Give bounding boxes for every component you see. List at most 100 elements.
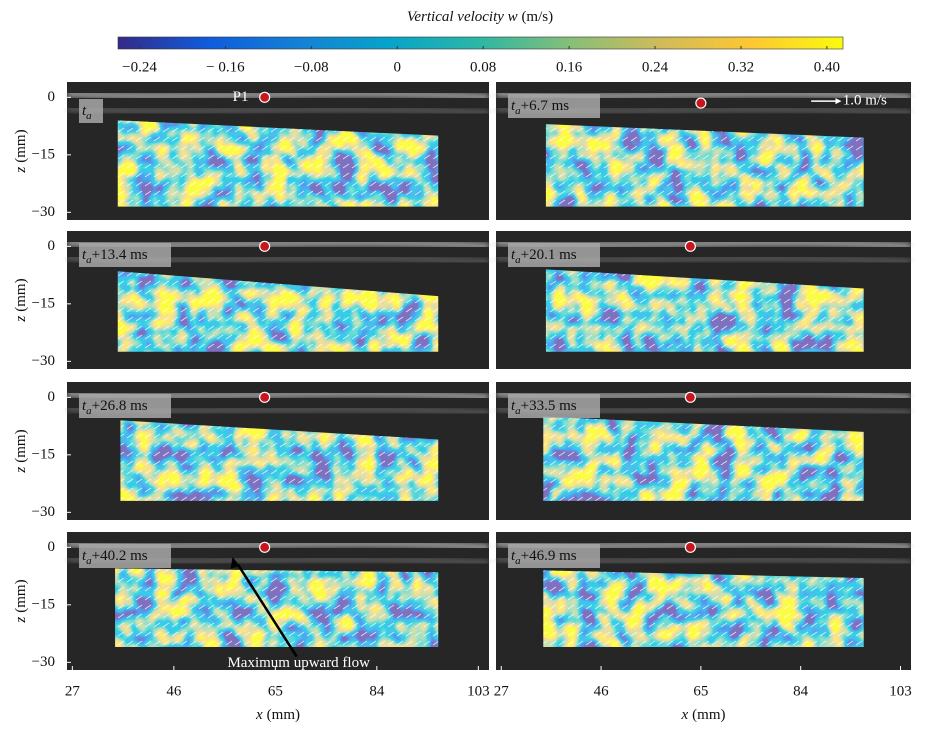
panel: ta+20.1 ms xyxy=(495,231,912,369)
time-offset: +46.9 ms xyxy=(521,548,577,564)
y-axis-label: z (mm) xyxy=(13,579,29,623)
time-offset: +13.4 ms xyxy=(92,247,148,263)
probe-point xyxy=(684,391,696,403)
time-label-box xyxy=(79,99,103,123)
y-tick-label: −15 xyxy=(32,295,55,311)
panel: ta+33.5 ms xyxy=(495,382,912,520)
time-label-box xyxy=(508,94,600,118)
time-label-box xyxy=(508,243,600,267)
velocity-vectors xyxy=(545,124,864,207)
time-label-box xyxy=(508,394,600,418)
panel: ta+13.4 ms 0 −15 −30 z (mm) xyxy=(13,231,490,369)
x-axis-unit: (mm) xyxy=(267,707,300,723)
y-axis-symbol: z xyxy=(13,167,29,174)
time-label: ta+20.1 ms xyxy=(511,247,577,265)
time-label: ta+33.5 ms xyxy=(511,398,577,416)
time-label: ta+6.7 ms xyxy=(511,98,569,116)
piv-field xyxy=(545,124,864,207)
x-tick-label: 103 xyxy=(889,683,912,699)
probe-point xyxy=(259,240,271,252)
y-tick-label: −30 xyxy=(32,353,55,369)
time-subscript: a xyxy=(86,405,92,417)
y-axis-label: z (mm) xyxy=(13,429,29,473)
panel: ta+46.9 ms 27 46 65 84 103 x (mm) xyxy=(494,532,912,723)
y-axis-unit: (mm) xyxy=(13,579,29,612)
panel: ta 0 −15 −30 z (mm) P1 xyxy=(13,82,490,220)
time-offset: +6.7 ms xyxy=(521,98,570,114)
y-tick-label: 0 xyxy=(48,539,56,555)
time-label-box xyxy=(79,243,171,267)
time-offset: +26.8 ms xyxy=(92,398,148,414)
velocity-vectors xyxy=(115,568,439,647)
colorbar-tick-label: 0.08 xyxy=(470,59,496,75)
x-tick-label: 84 xyxy=(793,683,809,699)
probe-point xyxy=(695,97,707,109)
piv-field xyxy=(115,568,439,647)
scale-arrow-head xyxy=(835,98,842,105)
colorbar-tick-label: − 0.16 xyxy=(206,59,245,75)
x-tick-label: 65 xyxy=(693,683,708,699)
colorbar-tick-label: 0.24 xyxy=(642,59,669,75)
y-axis-symbol: z xyxy=(13,316,29,323)
x-axis-unit: (mm) xyxy=(692,707,725,723)
panel: ta+6.7 ms 1.0 m/s xyxy=(495,82,912,220)
time-label: ta+46.9 ms xyxy=(511,548,577,566)
velocity-vectors xyxy=(543,570,864,647)
time-symbol: t xyxy=(82,548,87,564)
time-label: ta xyxy=(82,103,92,121)
colorbar-tick-label: −0.08 xyxy=(294,59,329,75)
time-subscript: a xyxy=(515,555,521,567)
surface-band xyxy=(66,106,490,115)
y-tick-label: −15 xyxy=(32,596,55,612)
piv-field xyxy=(543,570,864,647)
time-subscript: a xyxy=(86,110,92,122)
velocity-vectors xyxy=(543,416,864,501)
time-subscript: a xyxy=(515,254,521,266)
colorbar-unit: (m/s) xyxy=(521,9,553,25)
y-axis-label: z (mm) xyxy=(13,129,29,173)
panel: ta+26.8 ms 0 −15 −30 z (mm) xyxy=(13,382,490,520)
x-axis-label: x (mm) xyxy=(255,707,300,723)
time-label: ta+26.8 ms xyxy=(82,398,148,416)
y-axis-symbol: z xyxy=(13,617,29,624)
point-label: P1 xyxy=(233,89,249,105)
colorbar xyxy=(117,36,844,50)
y-tick-label: 0 xyxy=(48,89,56,105)
x-axis-label: x (mm) xyxy=(681,707,726,723)
x-tick-label: 27 xyxy=(65,683,81,699)
scale-label: 1.0 m/s xyxy=(843,93,887,109)
x-tick-label: 46 xyxy=(166,683,182,699)
time-symbol: t xyxy=(82,398,87,414)
time-subscript: a xyxy=(515,405,521,417)
time-offset: +20.1 ms xyxy=(521,247,577,263)
time-subscript: a xyxy=(515,105,521,117)
probe-point xyxy=(259,391,271,403)
callout-label: Maximum upward flow xyxy=(227,655,370,671)
y-axis-unit: (mm) xyxy=(13,129,29,162)
probe-point xyxy=(684,240,696,252)
time-label: ta+40.2 ms xyxy=(82,548,148,566)
y-tick-label: −15 xyxy=(32,446,55,462)
time-subscript: a xyxy=(86,555,92,567)
surface-band xyxy=(66,90,490,101)
time-offset: +40.2 ms xyxy=(92,548,148,564)
x-tick-label: 65 xyxy=(268,683,283,699)
panel: ta+40.2 ms 0 −15 −30 z (mm) Maximum upward flo… xyxy=(13,532,490,723)
colorbar-tick-label: 0.16 xyxy=(556,59,583,75)
x-tick-label: 103 xyxy=(467,683,490,699)
time-symbol: t xyxy=(511,398,516,414)
probe-point xyxy=(259,541,271,553)
probe-point xyxy=(684,541,696,553)
y-tick-label: −30 xyxy=(32,504,55,520)
piv-field xyxy=(543,416,864,501)
y-axis-unit: (mm) xyxy=(13,278,29,311)
y-tick-label: −30 xyxy=(32,654,55,670)
y-axis-label: z (mm) xyxy=(13,278,29,322)
x-axis-symbol: x xyxy=(255,707,263,723)
probe-point xyxy=(259,91,271,103)
colorbar-tick-label: 0 xyxy=(394,59,402,75)
x-tick-label: 84 xyxy=(369,683,385,699)
